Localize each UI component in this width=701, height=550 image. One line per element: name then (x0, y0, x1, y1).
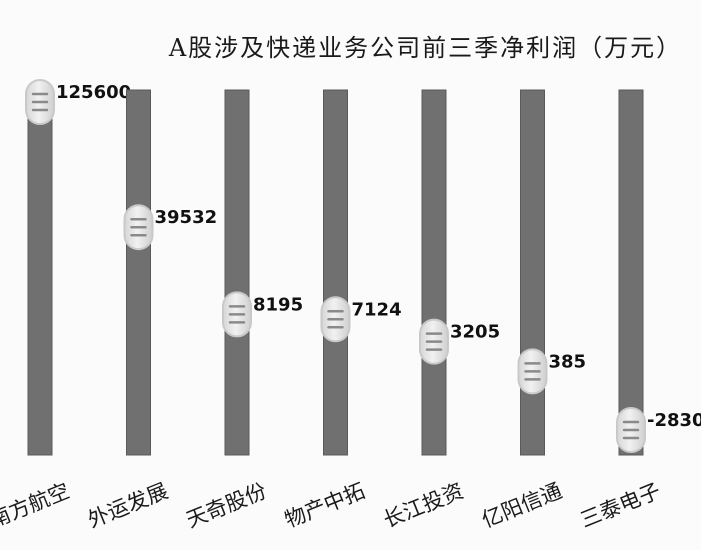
bar-knob-5 (419, 318, 449, 365)
bar-knob-7 (616, 407, 646, 453)
value-label-6: 385 (549, 351, 587, 372)
category-label-3: 天奇股份 (183, 479, 270, 533)
bar-knob-3 (222, 291, 252, 338)
bar-1 (27, 89, 53, 456)
bar-knob-4 (320, 296, 351, 343)
value-label-4: 7124 (352, 299, 402, 320)
bar-2 (126, 89, 151, 456)
category-label-7: 三泰电子 (577, 479, 664, 533)
bar-7 (618, 89, 644, 456)
chart-title: A股涉及快递业务公司前三季净利润（万元） (168, 34, 683, 62)
bar-5 (421, 89, 447, 456)
bar-3 (224, 89, 250, 456)
category-label-2: 外运发展 (84, 479, 171, 533)
category-label-1: 南方航空 (0, 479, 73, 533)
bar-4 (323, 89, 348, 456)
category-label-6: 亿阳信通 (478, 479, 565, 533)
category-label-4: 物产中拓 (281, 479, 368, 533)
bar-knob-2 (123, 204, 154, 251)
value-label-2: 39532 (155, 207, 218, 228)
value-label-3: 8195 (253, 294, 303, 315)
value-label-7: -2830 (647, 410, 701, 431)
bar-knob-6 (517, 348, 548, 395)
bar-knob-1 (25, 79, 55, 125)
category-label-5: 长江投资 (380, 479, 467, 533)
value-label-1: 125600 (56, 82, 131, 103)
bar-6 (520, 89, 545, 456)
value-label-5: 3205 (450, 322, 500, 343)
